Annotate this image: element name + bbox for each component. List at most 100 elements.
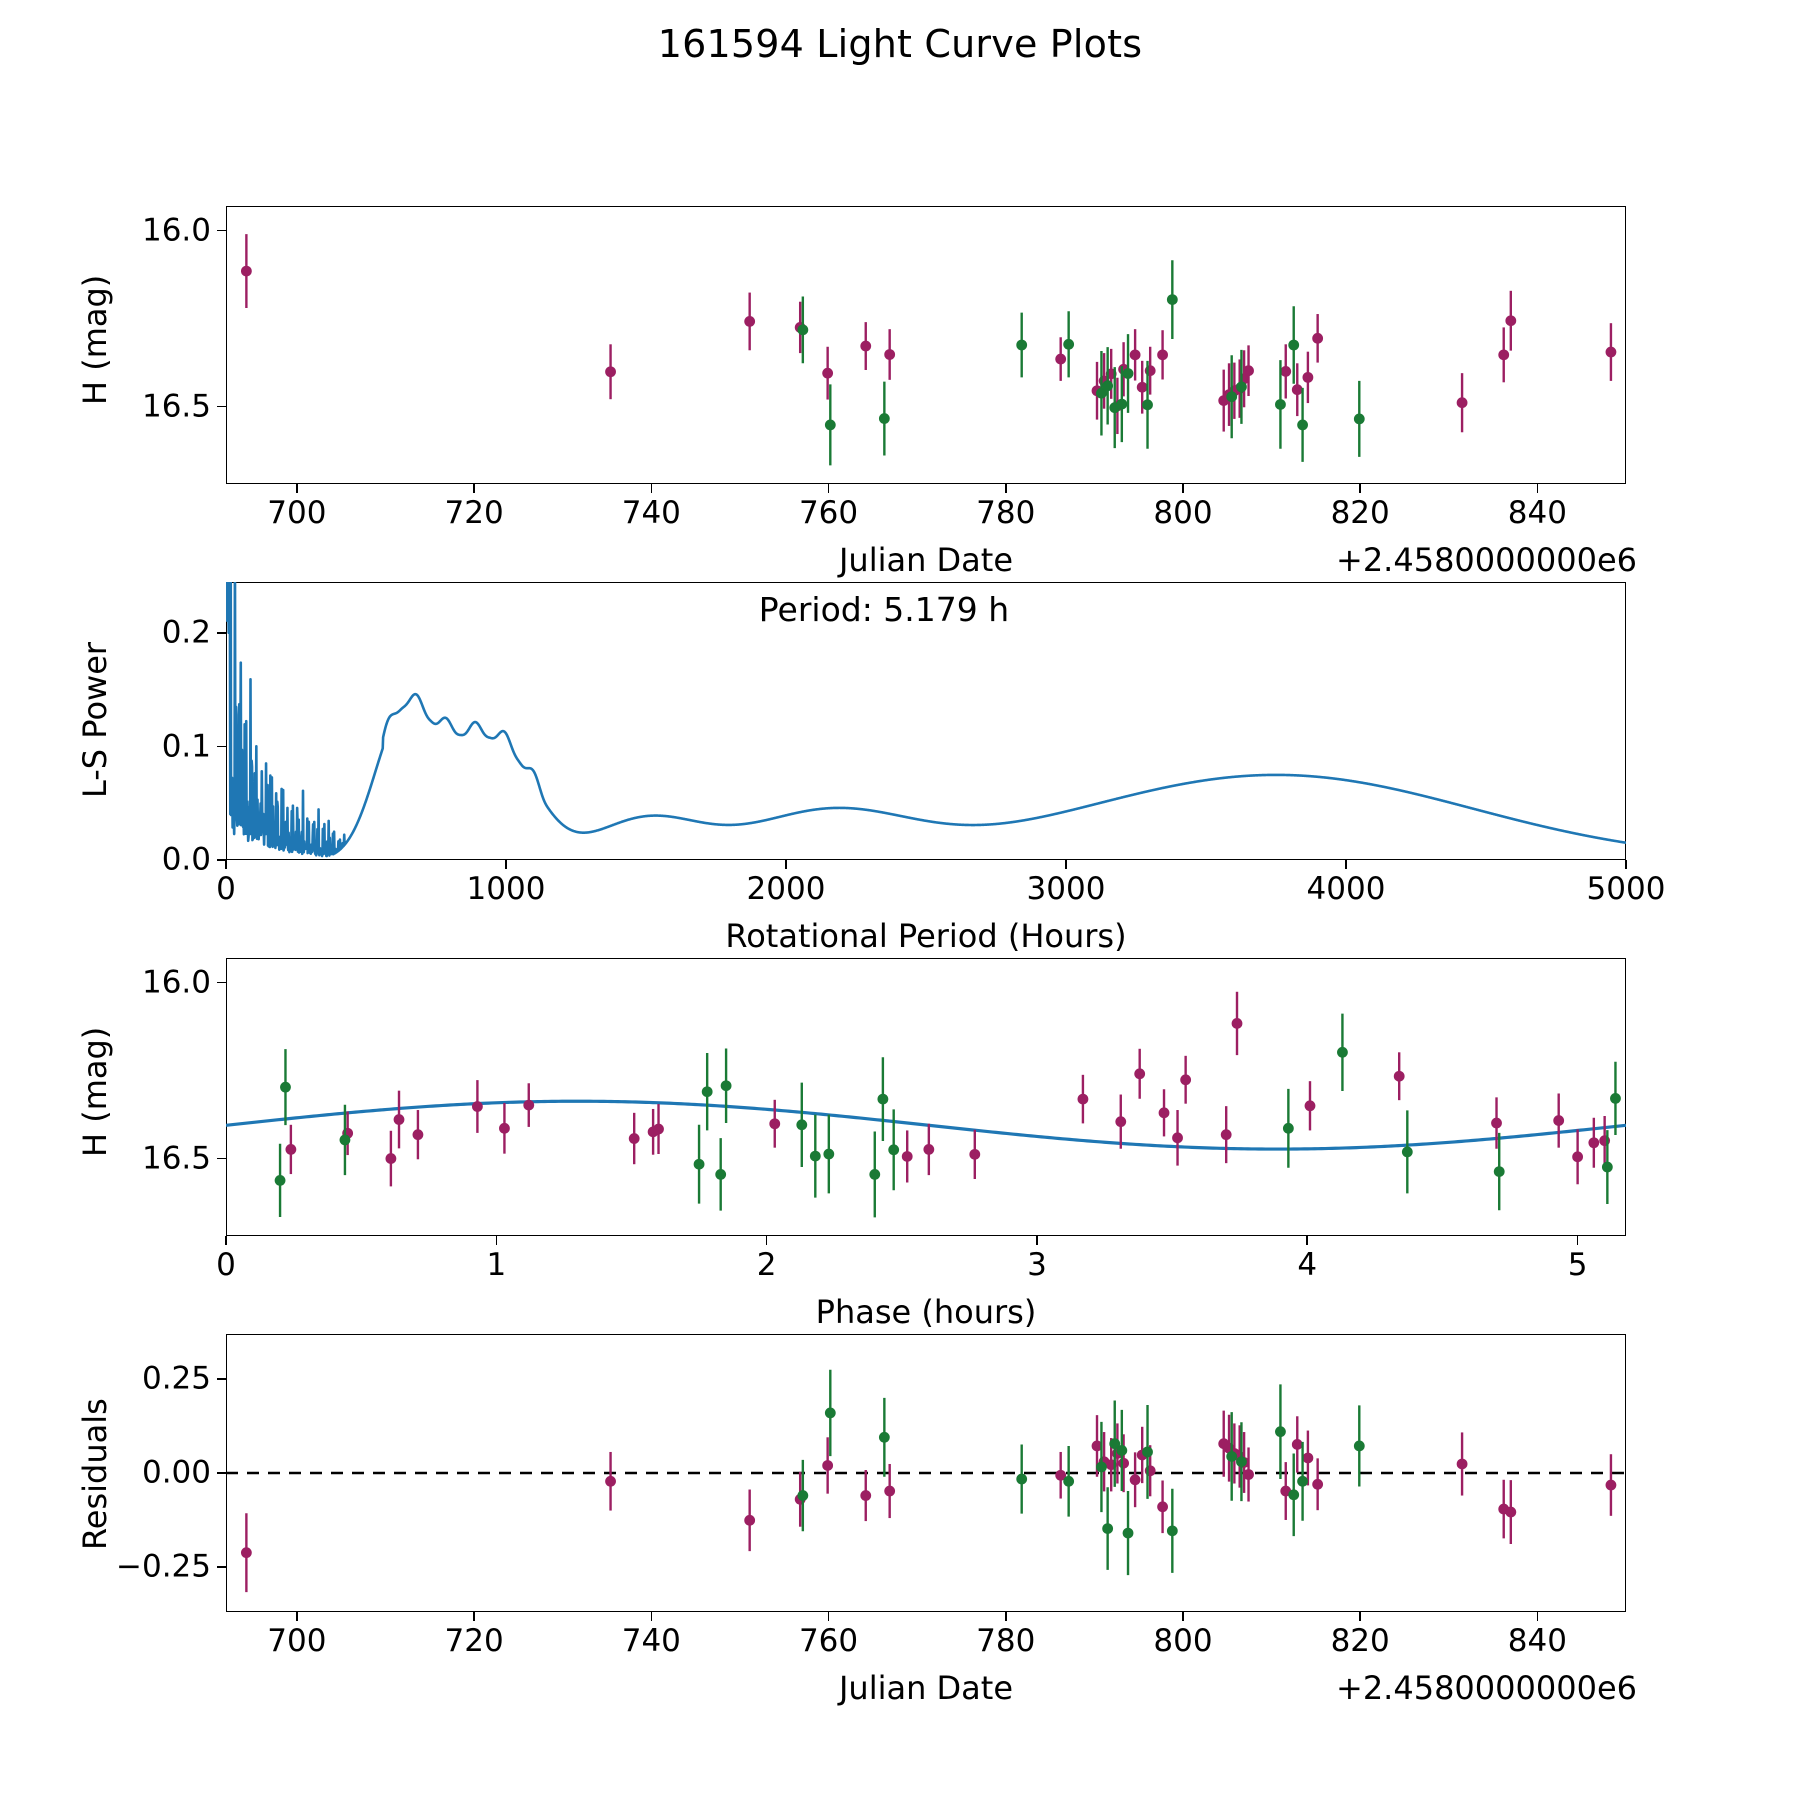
y-tick xyxy=(217,1378,226,1380)
x-tick-label: 3 xyxy=(1027,1247,1047,1283)
y-tick-label: 16.0 xyxy=(141,212,211,249)
y-tick xyxy=(217,405,226,408)
x-tick-label: 720 xyxy=(444,495,504,531)
panel-light-curve xyxy=(226,206,1626,484)
series-band-a xyxy=(240,234,1617,435)
x-tick xyxy=(650,484,653,493)
panel-periodogram xyxy=(226,582,1626,860)
y-tick xyxy=(217,859,226,861)
light-curve-plot-area xyxy=(240,234,1617,466)
x-tick-label: 780 xyxy=(976,1623,1036,1659)
x-axis-label: Rotational Period (Hours) xyxy=(725,917,1127,955)
x-tick-label: 740 xyxy=(621,1623,681,1659)
x-tick-label: 840 xyxy=(1507,495,1567,531)
x-tick xyxy=(473,484,475,493)
x-tick xyxy=(1359,484,1361,493)
x-tick-label: 700 xyxy=(267,495,327,531)
panel-residuals xyxy=(226,1334,1626,1612)
x-tick xyxy=(1306,1236,1309,1245)
y-tick xyxy=(217,981,226,984)
y-tick-label: 16.5 xyxy=(141,388,211,425)
panel-frame xyxy=(226,958,1626,1236)
x-tick xyxy=(765,1236,768,1245)
x-tick xyxy=(1625,860,1627,869)
x-tick-label: 720 xyxy=(444,1623,504,1659)
periodogram-curve xyxy=(226,582,1626,858)
x-axis-offset-text: +2.4580000000e6 xyxy=(1336,1669,1637,1707)
x-tick-label: 0 xyxy=(216,1247,236,1283)
x-tick xyxy=(505,860,507,869)
y-tick-label: 0.0 xyxy=(161,841,211,878)
phase-folded-plot-area xyxy=(226,991,1626,1218)
x-tick xyxy=(1576,1236,1579,1245)
x-tick xyxy=(296,484,298,493)
x-tick-label: 820 xyxy=(1330,495,1390,531)
periodogram-plot-area xyxy=(226,582,1626,858)
x-tick xyxy=(1004,1612,1007,1621)
x-tick-label: 800 xyxy=(1153,495,1213,531)
x-tick-label: 700 xyxy=(267,1623,327,1659)
x-tick xyxy=(827,484,830,493)
x-tick xyxy=(1004,484,1007,493)
x-tick-label: 780 xyxy=(976,495,1036,531)
x-tick xyxy=(650,1612,653,1621)
series-band-a xyxy=(240,1410,1617,1593)
x-axis-offset-text: +2.4580000000e6 xyxy=(1336,541,1637,579)
period-annotation: Period: 5.179 h xyxy=(758,590,1010,629)
x-tick-label: 760 xyxy=(798,495,859,531)
y-tick xyxy=(217,1472,226,1474)
x-tick-label: 4 xyxy=(1297,1247,1318,1283)
x-tick xyxy=(495,1236,498,1245)
x-tick-label: 3000 xyxy=(1026,871,1106,907)
x-tick xyxy=(225,860,227,869)
figure-title: 161594 Light Curve Plots xyxy=(657,22,1143,66)
panel-phase-folded xyxy=(226,958,1626,1236)
y-tick-label: 0.2 xyxy=(161,614,211,651)
y-tick-label: −0.25 xyxy=(116,1548,211,1585)
y-axis-label: Residuals xyxy=(76,1397,114,1550)
y-tick xyxy=(217,632,226,634)
x-tick xyxy=(1536,1612,1539,1621)
x-tick-label: 740 xyxy=(621,495,681,531)
sinusoid-fit-curve xyxy=(226,1099,1626,1151)
y-tick-label: 16.0 xyxy=(141,964,211,1001)
x-axis-label: Julian Date xyxy=(838,541,1014,579)
x-tick xyxy=(1359,1612,1361,1621)
x-axis-label: Phase (hours) xyxy=(815,1293,1037,1331)
y-axis-label: H (mag) xyxy=(76,1026,114,1157)
series-band-b xyxy=(797,260,1365,466)
x-tick xyxy=(225,1236,227,1245)
x-tick xyxy=(1036,1236,1038,1245)
x-tick xyxy=(827,1612,830,1621)
series-band-a xyxy=(285,991,1611,1187)
x-tick-label: 760 xyxy=(798,1623,859,1659)
y-tick xyxy=(217,745,226,748)
y-tick-label: 16.5 xyxy=(141,1140,211,1177)
x-tick-label: 0 xyxy=(216,871,236,907)
x-tick xyxy=(1182,484,1184,493)
panel-frame xyxy=(226,206,1626,484)
x-tick xyxy=(473,1612,475,1621)
x-tick xyxy=(1065,860,1067,869)
series-band-b xyxy=(274,1013,1621,1218)
x-tick-label: 1 xyxy=(486,1247,507,1283)
y-axis-label: L-S Power xyxy=(76,641,114,798)
x-tick-label: 840 xyxy=(1507,1623,1567,1659)
y-tick-label: 0.1 xyxy=(161,728,211,765)
panel-frame xyxy=(226,582,1626,860)
x-axis-label: Julian Date xyxy=(838,1669,1014,1707)
x-tick xyxy=(785,860,787,869)
x-tick-label: 5 xyxy=(1567,1247,1588,1283)
residuals-plot-area xyxy=(226,1369,1626,1593)
y-tick xyxy=(217,1566,226,1568)
x-tick xyxy=(1345,860,1347,869)
x-tick xyxy=(1182,1612,1184,1621)
y-tick-label: 0.25 xyxy=(141,1360,211,1397)
x-tick xyxy=(1536,484,1539,493)
x-tick-label: 2 xyxy=(756,1247,777,1283)
y-tick xyxy=(217,1157,226,1160)
x-tick-label: 2000 xyxy=(746,871,826,907)
x-tick-label: 1000 xyxy=(466,871,546,907)
x-tick-label: 820 xyxy=(1330,1623,1390,1659)
